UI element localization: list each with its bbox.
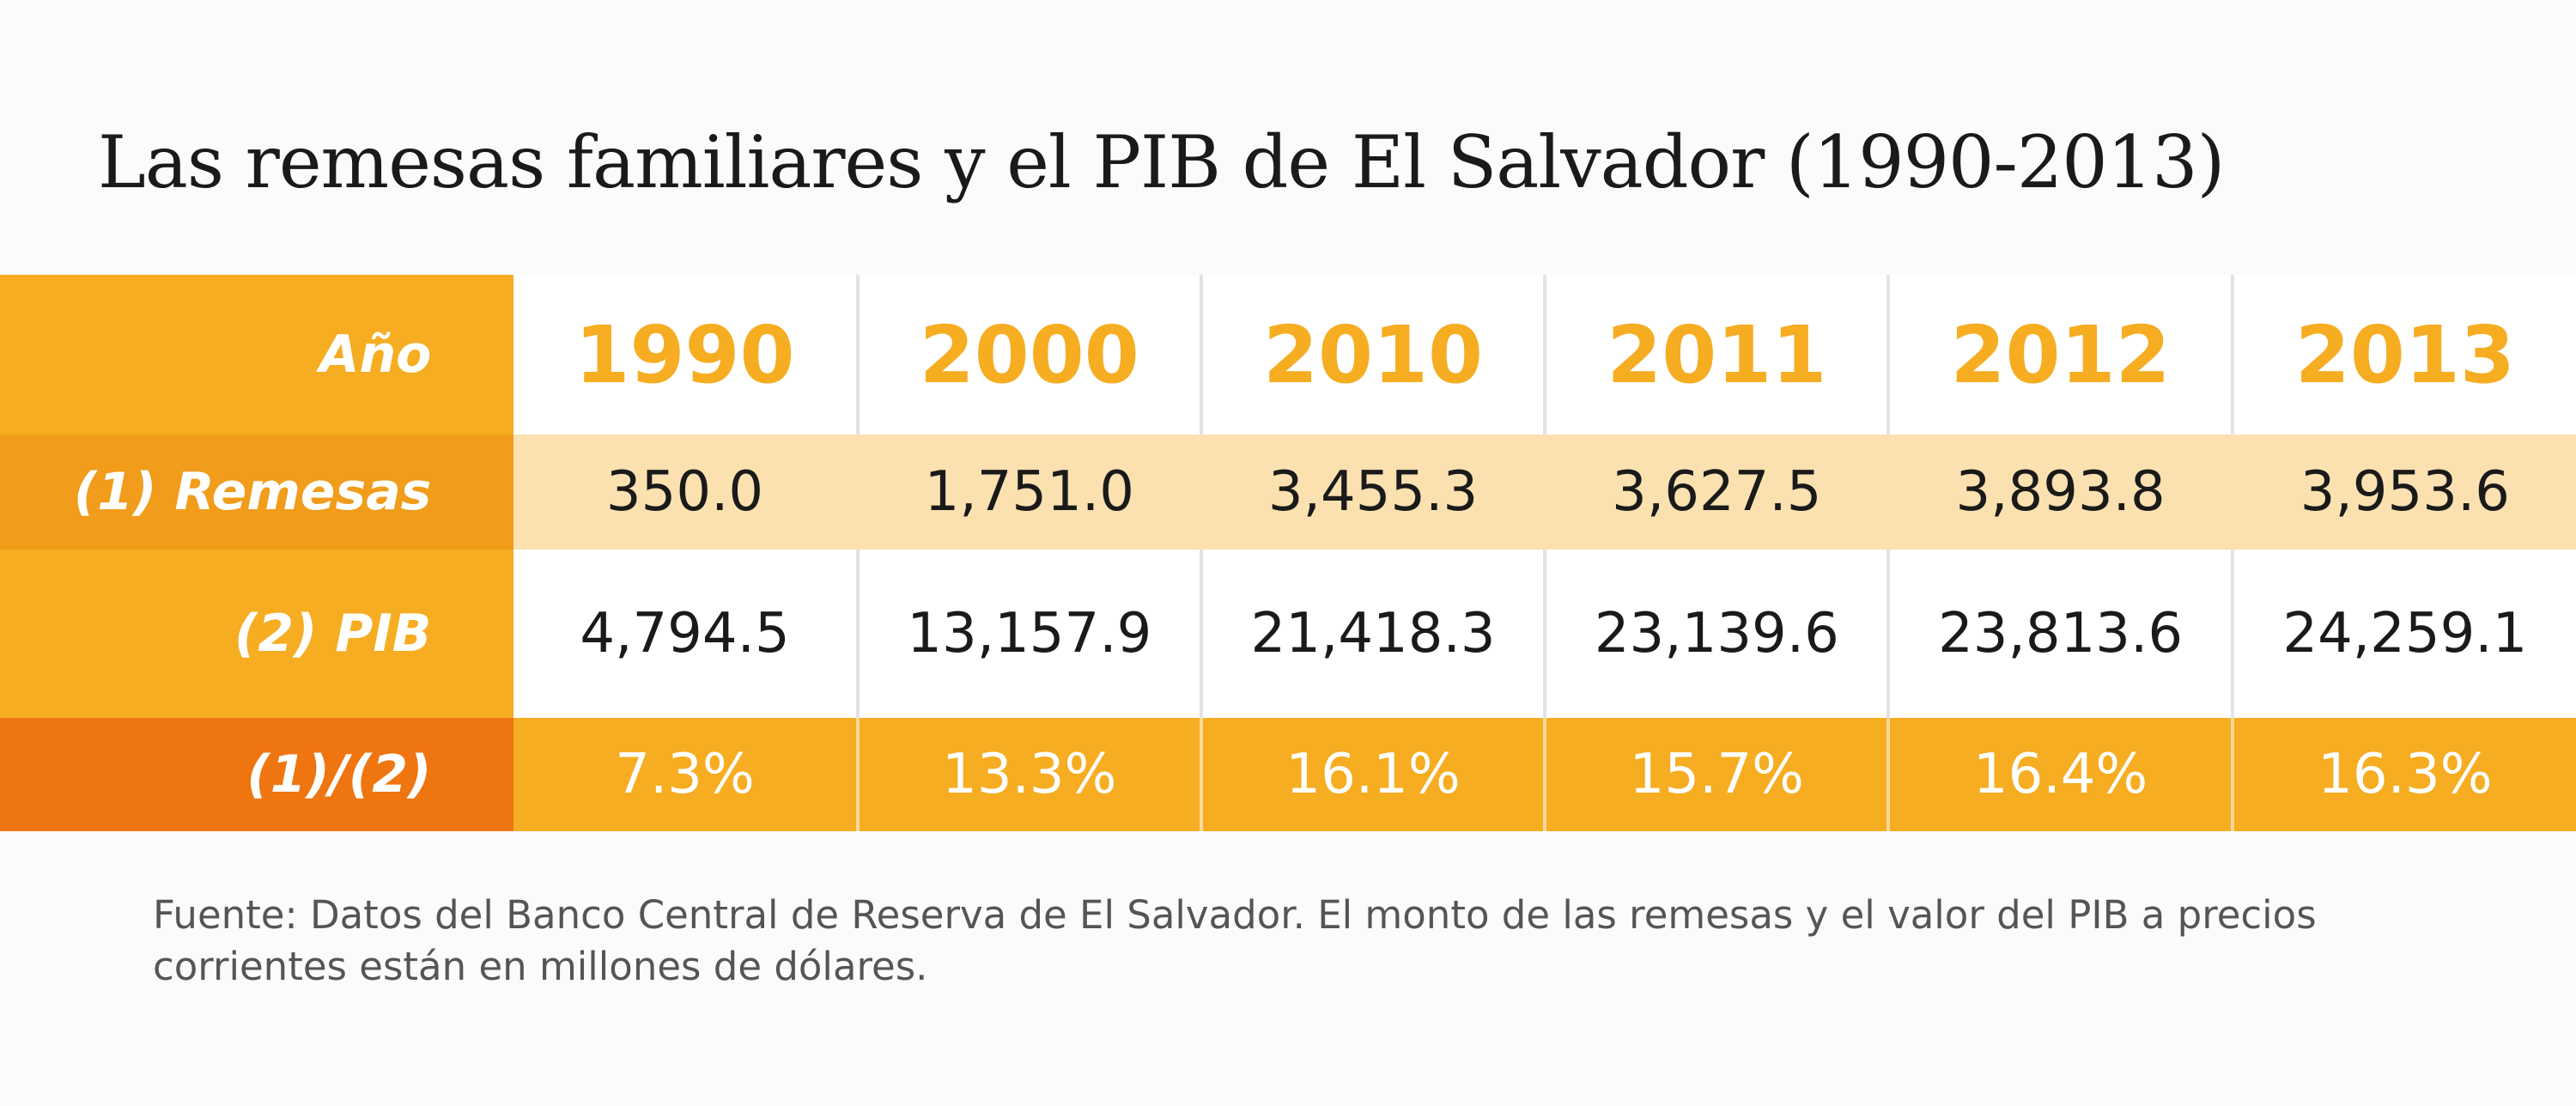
ratio-row: (1)/(2) 7.3% 13.3% 16.1% 15.7% 16.4% 16.… [0,718,2576,831]
pib-cell: 23,813.6 [1886,550,2233,718]
remesas-cell: 3,455.3 [1199,434,1546,550]
pib-cell: 21,418.3 [1199,550,1546,718]
remesas-cell: 350.0 [513,434,858,550]
pib-cell: 4,794.5 [513,550,858,718]
remesas-cell: 1,751.0 [855,434,1201,550]
remesas-row-label: (1) Remesas [0,434,514,550]
remesas-cell: 3,893.8 [1886,434,2233,550]
source-note: Fuente: Datos del Banco Central de Reser… [153,892,2317,989]
ratio-cell: 16.3% [2230,718,2576,831]
pib-row: (2) PIB 4,794.5 13,157.9 21,418.3 23,139… [0,550,2576,718]
remesas-row: (1) Remesas 350.0 1,751.0 3,455.3 3,627.… [0,434,2576,550]
year-cell: 2013 [2230,275,2576,434]
chart-title: Las remesas familiares y el PIB de El Sa… [98,120,2225,204]
pib-row-label: (2) PIB [0,550,514,718]
year-header-row: Año 1990 2000 2010 2011 2012 2013 [0,275,2576,434]
ratio-cell: 16.1% [1199,718,1546,831]
ratio-cell: 13.3% [855,718,1201,831]
remesas-cell: 3,953.6 [2230,434,2576,550]
ratio-cell: 7.3% [513,718,858,831]
pib-cell: 23,139.6 [1543,550,1889,718]
data-table: Año 1990 2000 2010 2011 2012 2013 (1) Re… [0,275,2576,831]
year-cell: 2011 [1543,275,1889,434]
ratio-cell: 16.4% [1886,718,2233,831]
pib-cell: 24,259.1 [2230,550,2576,718]
year-cell: 2000 [855,275,1201,434]
ratio-cell: 15.7% [1543,718,1889,831]
year-cell: 1990 [513,275,858,434]
remesas-cell: 3,627.5 [1543,434,1889,550]
pib-cell: 13,157.9 [855,550,1201,718]
year-cell: 2010 [1199,275,1546,434]
year-cell: 2012 [1886,275,2233,434]
ratio-row-label: (1)/(2) [0,718,514,831]
year-row-label: Año [0,275,514,434]
